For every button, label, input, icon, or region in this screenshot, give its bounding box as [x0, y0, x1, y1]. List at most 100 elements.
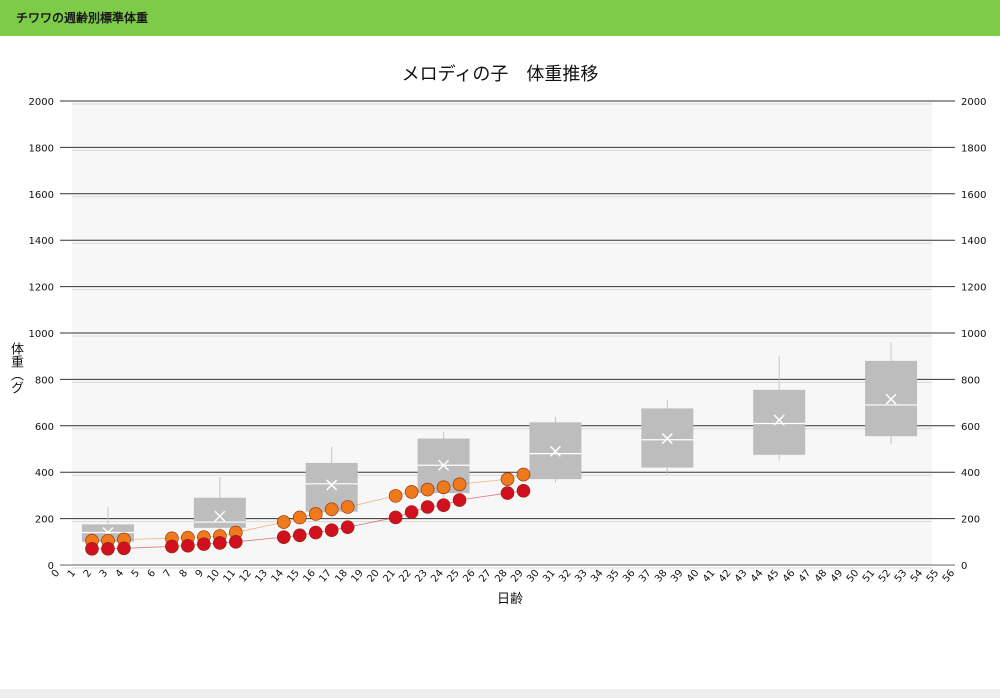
x-tick-label: 17 [317, 568, 334, 585]
x-tick-label: 55 [925, 568, 942, 585]
chart-title: メロディの子 体重推移 [401, 64, 599, 85]
x-tick-label: 32 [557, 568, 574, 585]
y-tick-label-left: 1400 [29, 236, 54, 247]
x-tick-label: 38 [653, 568, 670, 585]
data-point [436, 498, 451, 512]
x-tick-label: 24 [429, 568, 446, 585]
x-tick-label: 43 [733, 568, 750, 585]
data-point [165, 539, 179, 554]
x-tick-label: 14 [269, 568, 286, 585]
y-tick-label-left: 1800 [29, 143, 54, 154]
x-axis-label: 日齢 [496, 592, 523, 607]
x-tick-label: 18 [333, 568, 350, 585]
box [753, 389, 806, 455]
y-tick-label-left: 1000 [29, 329, 54, 340]
data-point [516, 467, 531, 482]
data-point [420, 500, 435, 514]
x-tick-label: 39 [669, 568, 686, 585]
x-tick-label: 45 [765, 568, 782, 585]
y-tick-label-right: 600 [961, 422, 980, 433]
x-tick-label: 33 [573, 568, 590, 585]
x-tick-label: 6 [146, 568, 159, 580]
x-tick-label: 40 [685, 568, 702, 585]
y-tick-label-left: 600 [35, 422, 54, 433]
x-tick-label: 2 [82, 568, 95, 580]
x-tick-label: 51 [861, 568, 878, 585]
x-tick-label: 25 [445, 568, 462, 585]
x-tick-label: 47 [797, 568, 814, 585]
y-tick-label-right: 1800 [961, 143, 986, 154]
footer-bar [0, 689, 1000, 698]
x-tick-label: 11 [221, 568, 238, 585]
data-point [388, 489, 403, 503]
header-bar: チワワの週齢別標準体重 [0, 0, 1000, 36]
x-tick-label: 50 [845, 568, 862, 585]
x-tick-label: 49 [829, 568, 846, 585]
x-tick-label: 42 [717, 568, 734, 585]
x-tick-label: 29 [509, 568, 526, 585]
x-tick-label: 53 [893, 568, 910, 585]
data-point [340, 500, 355, 514]
y-tick-label-left: 400 [35, 468, 54, 479]
y-axis-label: 体重（グラム） [8, 342, 23, 394]
box-mean-marker [438, 459, 450, 471]
y-tick-label-left: 800 [35, 375, 54, 386]
y-tick-label-left: 200 [35, 515, 54, 526]
box-mean-marker [214, 510, 226, 522]
x-tick-label: 30 [525, 568, 542, 585]
data-point [276, 530, 291, 544]
x-tick-label: 13 [253, 568, 270, 585]
data-point [436, 480, 451, 495]
box-mean-marker [661, 433, 673, 445]
x-tick-label: 1 [66, 568, 79, 580]
x-tick-label: 5 [130, 568, 143, 580]
data-point [276, 515, 291, 529]
x-tick-label: 34 [589, 568, 606, 585]
data-point [292, 528, 307, 543]
x-tick-label: 56 [941, 568, 958, 585]
y-tick-label-right: 2000 [961, 97, 986, 108]
y-tick-label-right: 400 [961, 468, 980, 479]
x-tick-label: 8 [178, 568, 191, 580]
x-tick-label: 19 [349, 568, 366, 585]
data-point [420, 482, 435, 497]
x-tick-label: 22 [397, 568, 414, 585]
x-tick-label: 41 [701, 568, 718, 585]
x-tick-label: 0 [50, 568, 63, 580]
data-point [340, 520, 355, 534]
x-tick-label: 35 [605, 568, 622, 585]
data-point [404, 485, 419, 499]
y-tick-label-left: 1600 [29, 190, 54, 201]
x-tick-label: 16 [301, 568, 318, 585]
x-tick-label: 15 [285, 568, 302, 585]
data-point [388, 510, 403, 525]
data-point [500, 486, 515, 500]
data-point [324, 502, 339, 517]
data-point [452, 477, 467, 492]
y-tick-label-right: 0 [961, 561, 967, 572]
y-tick-label-right: 800 [961, 375, 980, 386]
data-point [181, 538, 195, 553]
x-tick-label: 7 [162, 568, 175, 580]
box-mean-marker [773, 414, 785, 426]
x-tick-label: 26 [461, 568, 478, 585]
x-tick-label: 23 [413, 568, 430, 585]
data-point [213, 536, 227, 550]
x-tick-label: 27 [477, 568, 494, 585]
x-tick-label: 10 [206, 568, 223, 585]
data-point [117, 541, 131, 556]
data-point [85, 541, 99, 556]
box-mean-marker [885, 393, 897, 405]
x-tick-label: 48 [813, 568, 830, 585]
y-tick-label-right: 1400 [961, 236, 986, 247]
y-tick-label-left: 2000 [29, 97, 54, 108]
data-point [308, 525, 323, 540]
x-tick-label: 37 [637, 568, 654, 585]
x-tick-label: 54 [909, 568, 926, 585]
box-mean-marker [326, 479, 338, 491]
x-tick-label: 36 [621, 568, 638, 585]
y-tick-label-left: 0 [48, 561, 54, 572]
x-tick-label: 28 [493, 568, 510, 585]
y-tick-label-right: 1000 [961, 329, 986, 340]
